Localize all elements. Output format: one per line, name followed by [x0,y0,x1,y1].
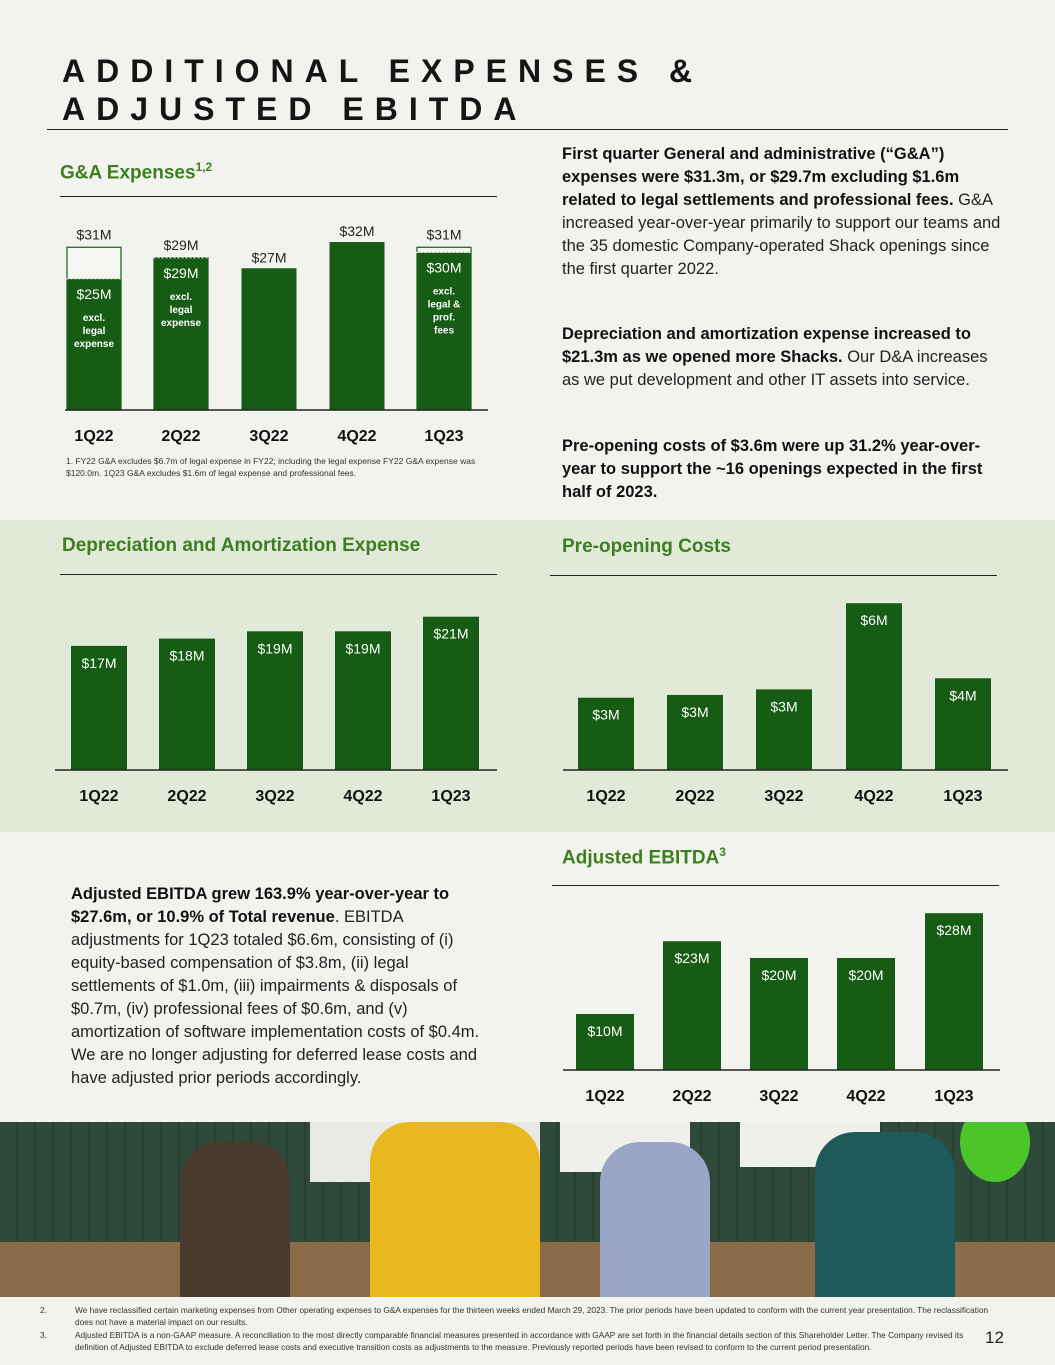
bar-value-label: $31M [426,226,461,242]
footnote-2: 2. We have reclassified certain marketing… [40,1305,989,1327]
bar-excl-note: expense [74,339,114,350]
bar-value-label: $17M [81,655,116,671]
bar-value-label: $31M [76,226,111,242]
x-tick-label: 4Q22 [337,428,376,445]
bar-excl-note: legal [170,305,193,316]
bar [576,1014,634,1070]
bar-excl-note: excl. [83,313,105,324]
divider [60,574,497,575]
divider [60,196,497,197]
bar-excl-note: legal & [428,300,461,311]
bar-value-label: $28M [936,922,971,938]
bar-value-label: $21M [433,626,468,642]
da-heading: Depreciation and Amortization Expense [62,535,421,556]
page-title: ADDITIONAL EXPENSES & ADJUSTED EBITDA [62,53,704,127]
x-tick-label: 3Q22 [255,788,294,805]
x-tick-label: 2Q22 [167,788,206,805]
divider [552,885,999,886]
bar-excl-label: $29M [163,265,198,281]
preopening-heading: Pre-opening Costs [562,536,731,557]
x-tick-label: 1Q22 [74,428,113,445]
bar-value-label: $19M [345,640,380,656]
ebitda-paragraph: Adjusted EBITDA grew 163.9% year-over-ye… [71,885,480,1087]
x-tick-label: 2Q22 [675,788,714,805]
bar [241,268,297,410]
x-tick-label: 1Q23 [431,788,470,805]
bar-value-label: $6M [860,612,887,628]
bar [663,941,721,1070]
bar [935,678,991,770]
bar-value-label: $19M [257,640,292,656]
preopening-paragraph: Pre-opening costs of $3.6m were up 31.2%… [562,437,983,501]
bar-value-label: $20M [761,967,796,983]
bar-value-label: $3M [770,698,797,714]
x-tick-label: 3Q22 [764,788,803,805]
bar-excl-note: legal [83,326,106,337]
bar-excl-label: $30M [426,260,461,276]
bar-excl-label: $25M [76,286,111,302]
bar-value-label: $3M [592,707,619,723]
bar [837,958,895,1070]
bar [329,242,385,410]
bar-value-label: $18M [169,648,204,664]
bar [667,694,723,770]
bar-value-label: $27M [251,249,286,265]
footnotes: 2. We have reclassified certain marketing… [40,1305,990,1355]
bar [335,631,391,770]
da-paragraph: Depreciation and amortization expense in… [562,325,988,389]
bar-value-label: $20M [848,967,883,983]
bar [247,631,303,770]
bar [71,645,127,770]
bar [423,616,479,770]
bar-excl-note: expense [161,318,201,329]
ga-footnote: 1. FY22 G&A excludes $6.7m of legal expe… [66,456,476,478]
bar-value-label: $3M [681,704,708,720]
x-tick-label: 4Q22 [854,788,893,805]
x-tick-label: 1Q22 [586,788,625,805]
x-tick-label: 4Q22 [846,1088,885,1105]
footnote-3: 3. Adjusted EBITDA is a non-GAAP measure.… [40,1330,964,1352]
bar [925,913,983,1070]
page-number: 12 [985,1328,1004,1347]
x-tick-label: 2Q22 [672,1088,711,1105]
ga-heading: G&A Expenses1,2 [60,160,213,184]
bar [153,257,209,410]
bar [756,689,812,770]
bar [578,697,634,770]
bar-value-label: $4M [949,687,976,703]
ga-paragraph: First quarter General and administrative… [562,145,1001,278]
bar [159,638,215,770]
bar [66,278,122,410]
x-tick-label: 3Q22 [249,428,288,445]
x-tick-label: 1Q23 [943,788,982,805]
shack-photo [0,1122,1055,1297]
x-tick-label: 2Q22 [161,428,200,445]
divider [47,129,1008,130]
bar-value-label: $32M [339,223,374,239]
divider [550,575,997,576]
x-tick-label: 4Q22 [343,788,382,805]
bar [416,252,472,410]
bar-value-label: $29M [163,237,198,253]
bar-excl-note: excl. [170,292,192,303]
bar-excl-note: prof. [433,313,455,324]
x-tick-label: 1Q22 [79,788,118,805]
bar [846,603,902,770]
x-tick-label: 1Q22 [585,1088,624,1105]
bar [750,958,808,1070]
bar-value-label: $23M [674,950,709,966]
bar-excl-note: excl. [433,287,455,298]
x-tick-label: 3Q22 [759,1088,798,1105]
bar-value-label: $10M [587,1023,622,1039]
ebitda-heading: Adjusted EBITDA3 [562,845,726,869]
x-tick-label: 1Q23 [424,428,463,445]
bar-excl-note: fees [434,326,454,337]
x-tick-label: 1Q23 [934,1088,973,1105]
